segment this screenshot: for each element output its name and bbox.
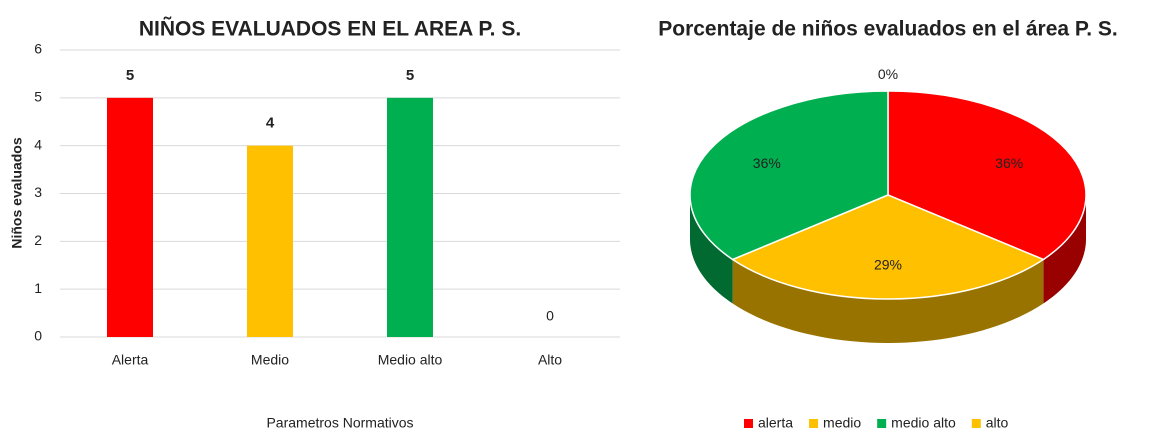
data-label: 36% <box>995 155 1023 171</box>
bar <box>387 97 433 337</box>
x-tick-label: Alto <box>538 352 562 368</box>
legend-swatch <box>877 419 887 428</box>
pie-title: Porcentaje de niños evaluados en el área… <box>658 18 1117 41</box>
pie-side <box>732 259 1044 343</box>
bar-title: NIÑOS EVALUADOS EN EL AREA P. S. <box>139 18 521 41</box>
y-tick-label: 4 <box>34 136 42 152</box>
bar <box>247 145 293 337</box>
pie-slice <box>731 194 1045 300</box>
legend-label: alerta <box>758 415 793 431</box>
y-axis-label: Niños evaluados <box>9 137 25 248</box>
y-tick-label: 2 <box>34 232 42 248</box>
legend-swatch <box>744 419 753 428</box>
data-label: 29% <box>874 256 902 272</box>
data-label: 4 <box>266 115 275 132</box>
data-label: 5 <box>406 67 414 84</box>
pie-side <box>690 195 733 304</box>
bar <box>107 97 153 337</box>
legend-label: alto <box>986 415 1009 431</box>
y-tick-label: 0 <box>34 328 42 344</box>
x-tick-label: Alerta <box>112 352 149 368</box>
y-tick-label: 6 <box>34 41 42 57</box>
legend-label: medio alto <box>891 415 956 431</box>
pie-side <box>1043 195 1086 304</box>
data-label: 36% <box>753 155 781 171</box>
legend-swatch <box>809 419 819 428</box>
y-tick-label: 5 <box>34 89 42 105</box>
y-tick-label: 3 <box>34 184 42 200</box>
pie-slice <box>887 90 1087 261</box>
x-axis-label: Parametros Normativos <box>266 415 413 431</box>
legend-swatch <box>971 419 981 428</box>
data-label: 0 <box>546 308 554 324</box>
x-tick-label: Medio alto <box>378 352 443 368</box>
x-tick-label: Medio <box>251 352 289 368</box>
data-label: 5 <box>126 67 134 84</box>
pie-slice <box>689 90 889 261</box>
y-tick-label: 1 <box>34 280 42 296</box>
legend-label: medio <box>823 415 861 431</box>
data-label: 0% <box>878 66 898 82</box>
